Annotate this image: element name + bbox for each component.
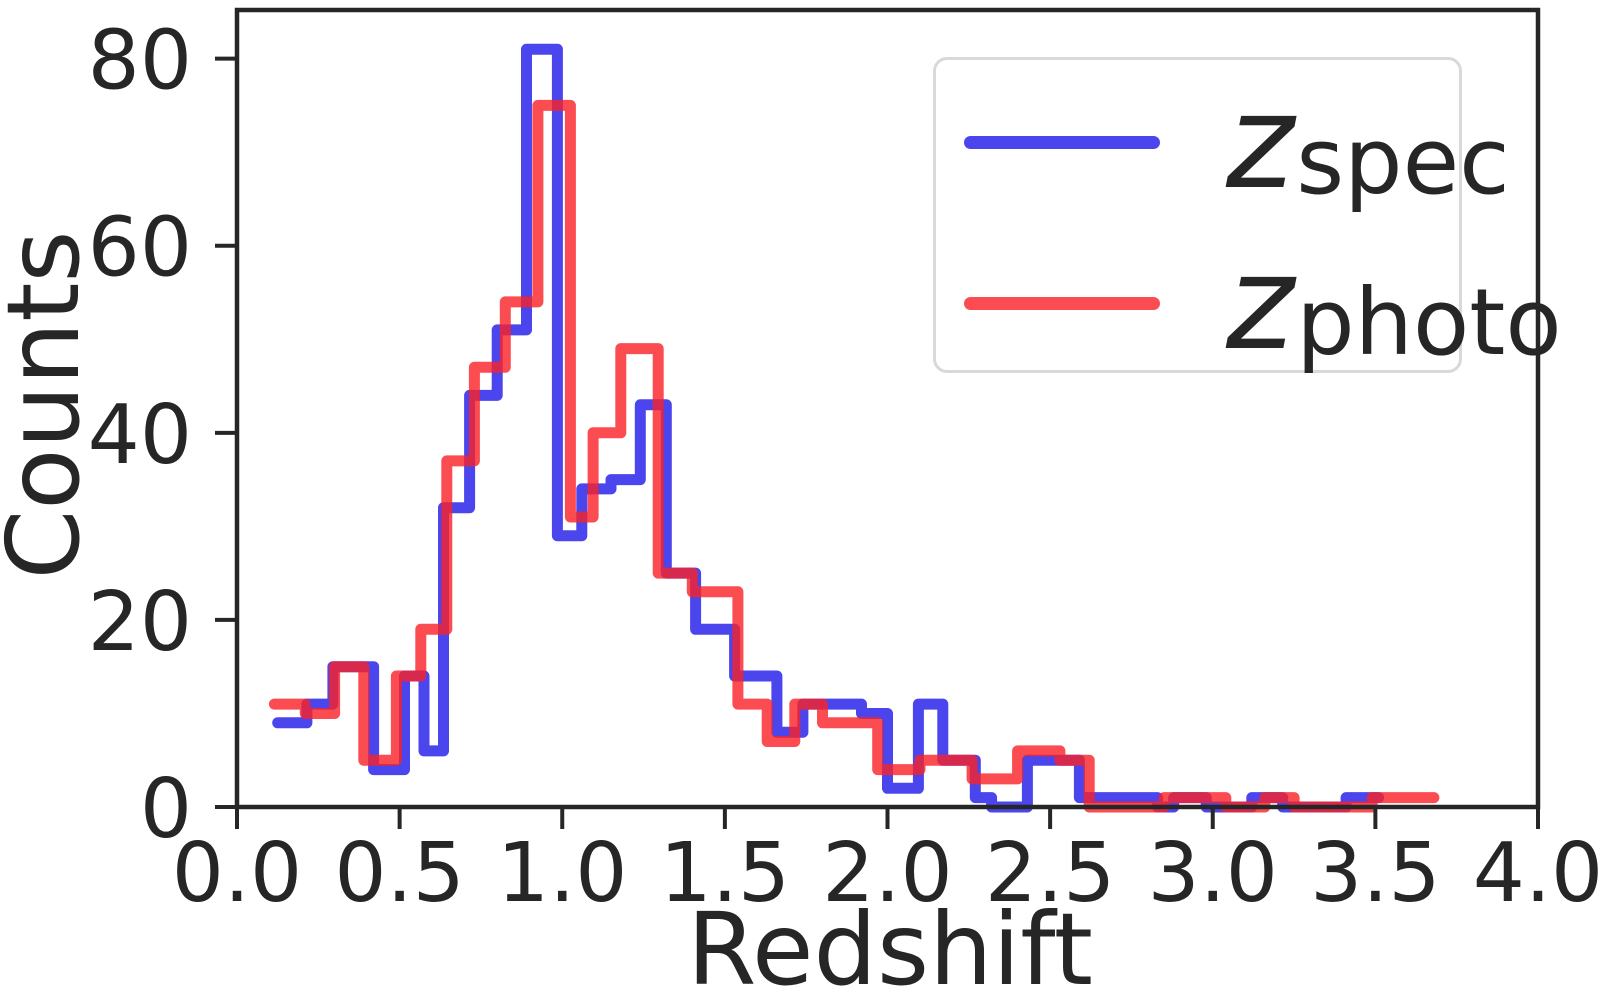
legend-label-zphoto: zphoto [1226, 238, 1562, 369]
legend-item-zspec: zspec [964, 77, 1510, 207]
x-tick-label: 1.0 [497, 826, 627, 921]
legend-symbol-z: z [1226, 65, 1295, 218]
y-tick-label: 20 [88, 575, 192, 670]
y-tick-label: 80 [88, 14, 192, 109]
legend-sub-spec: spec [1296, 107, 1510, 215]
legend-symbol-z: z [1226, 226, 1295, 379]
x-tick-label: 2.5 [985, 826, 1115, 921]
legend-line-zspec-swatch [964, 135, 1160, 149]
x-tick-label: 1.5 [660, 826, 790, 921]
x-tick-label: 4.0 [1473, 826, 1600, 921]
x-tick-label: 0.0 [172, 826, 302, 921]
y-axis-label: Counts [0, 230, 102, 580]
legend-line-zphoto-swatch [964, 296, 1160, 310]
y-tick-label: 60 [88, 201, 192, 296]
legend-sub-photo: photo [1296, 268, 1562, 376]
x-tick-label: 0.5 [334, 826, 464, 921]
x-axis-label: Redshift [687, 891, 1093, 1008]
legend-label-zspec: zspec [1226, 77, 1510, 208]
legend-box: zspec zphoto [933, 57, 1562, 373]
x-tick-label: 3.5 [1310, 826, 1440, 921]
legend-item-zphoto: zphoto [964, 238, 1562, 368]
y-tick-label: 40 [88, 388, 192, 483]
x-tick-label: 3.0 [1148, 826, 1278, 921]
y-tick-label: 0 [140, 762, 192, 857]
x-tick-label: 2.0 [822, 826, 952, 921]
